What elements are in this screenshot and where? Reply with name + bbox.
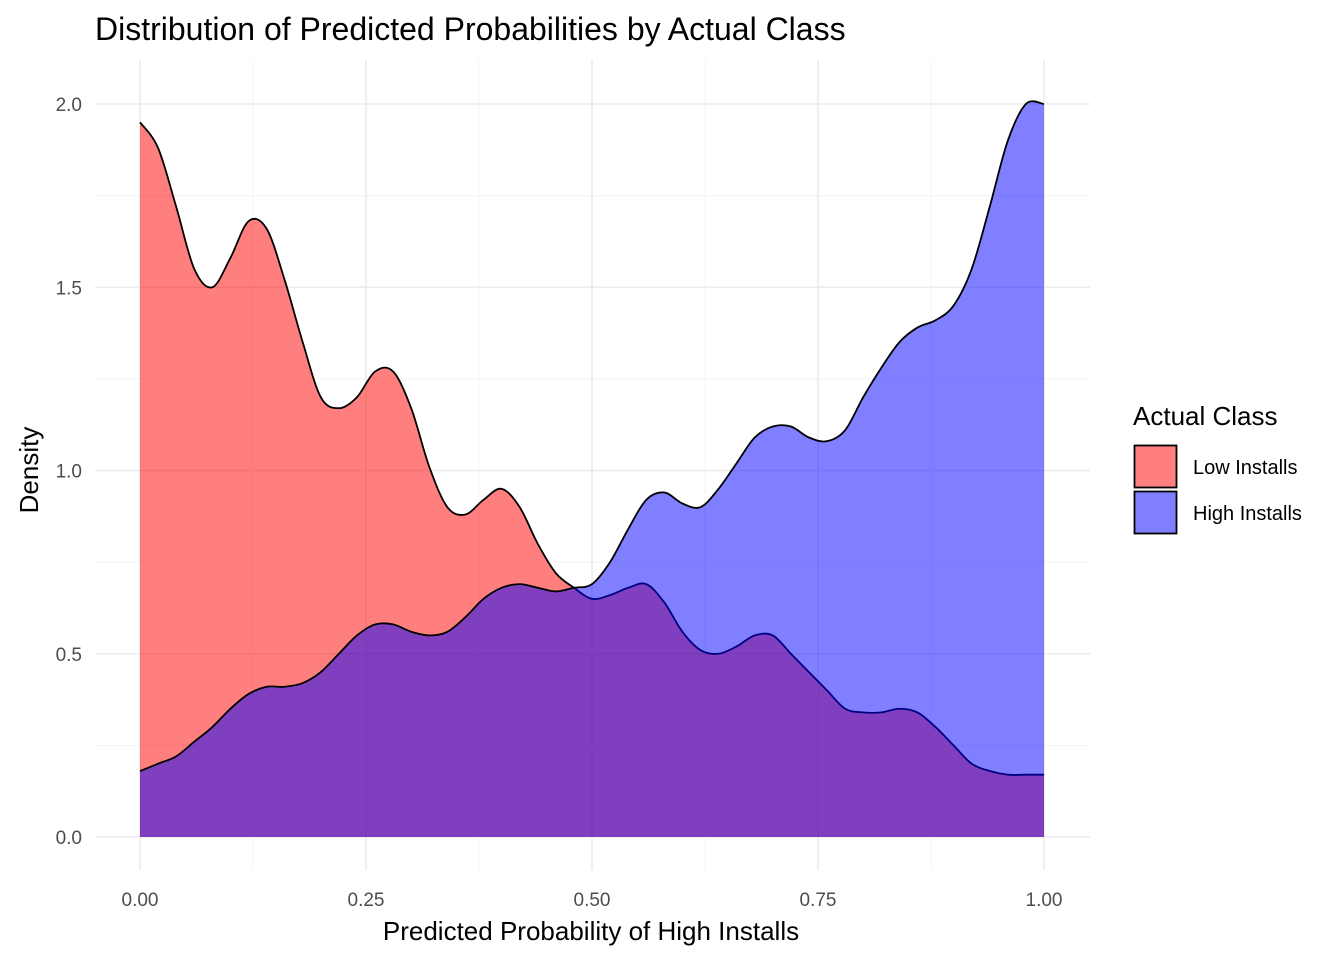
legend: Actual Class Low Installs High Installs	[1133, 401, 1302, 535]
density-area-high-installs	[140, 101, 1044, 838]
x-tick-label: 0.00	[122, 890, 159, 911]
legend-key-low-installs	[1133, 444, 1178, 489]
x-axis-title: Predicted Probability of High Installs	[383, 916, 799, 946]
x-tick-label: 0.50	[574, 890, 611, 911]
y-tick-label: 2.0	[56, 95, 82, 116]
y-tick-label: 0.0	[56, 828, 82, 849]
x-axis-ticks: 0.00 0.25 0.50 0.75 1.00	[122, 890, 1063, 911]
x-tick-label: 1.00	[1026, 890, 1063, 911]
x-tick-label: 0.25	[348, 890, 385, 911]
y-tick-label: 1.5	[56, 278, 82, 299]
legend-title: Actual Class	[1133, 401, 1278, 431]
legend-label-high-installs: High Installs	[1193, 503, 1302, 525]
x-tick-label: 0.75	[800, 890, 837, 911]
y-tick-label: 0.5	[56, 645, 82, 666]
legend-key-high-installs	[1133, 490, 1178, 535]
density-areas	[139, 100, 1045, 838]
y-axis-title: Density	[14, 427, 44, 514]
legend-label-low-installs: Low Installs	[1193, 457, 1298, 479]
y-tick-label: 1.0	[56, 462, 82, 483]
y-axis-ticks: 0.0 0.5 1.0 1.5 2.0	[56, 95, 82, 849]
density-line-high-installs	[139, 100, 1045, 772]
chart-title: Distribution of Predicted Probabilities …	[95, 11, 846, 47]
